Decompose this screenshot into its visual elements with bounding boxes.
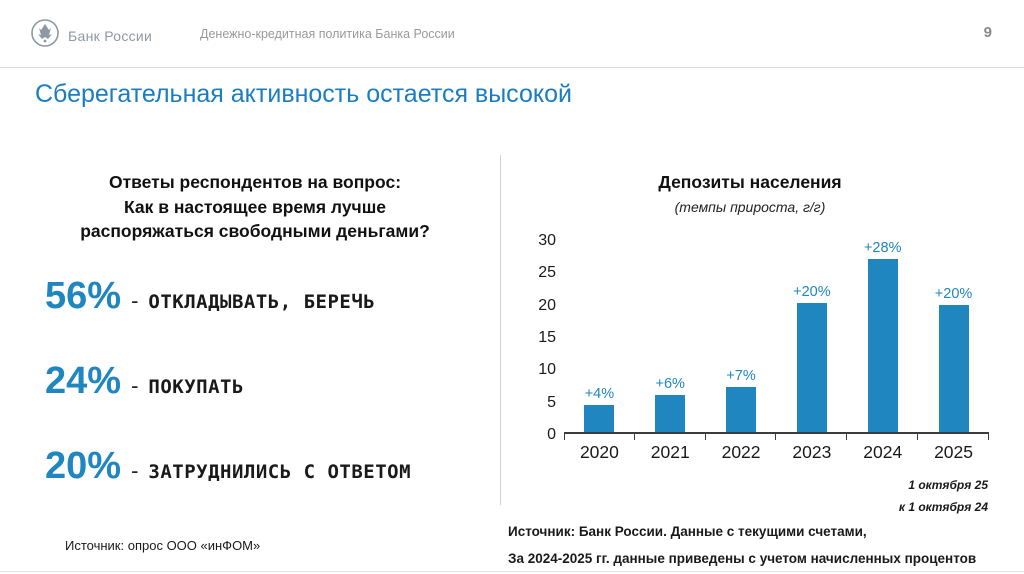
slide-title: Сберегательная активность остается высок…	[35, 80, 572, 108]
chart-subtitle: (темпы прироста, г/г)	[674, 199, 826, 215]
chart-note-1: 1 октября 25	[908, 478, 988, 492]
x-axis-label: 2025	[934, 442, 974, 462]
bar-group: +20%	[918, 240, 989, 440]
x-axis-label: 2024	[863, 442, 903, 462]
x-axis-label: 2022	[721, 442, 761, 462]
stat-row-buy: 24% - ПОКУПАТЬ	[45, 360, 411, 403]
y-tick-label: 0	[547, 426, 556, 443]
chart-note-2: к 1 октября 24	[898, 500, 988, 514]
page-number: 9	[983, 24, 992, 41]
bar	[584, 404, 615, 432]
stat-percent: 20%	[45, 445, 122, 487]
stat-dash: -	[131, 458, 139, 483]
stat-row-save: 56% - ОТКЛАДЫВАТЬ, БЕРЕЧЬ	[45, 275, 411, 318]
stat-label: ПОКУПАТЬ	[148, 376, 244, 398]
y-tick-label: 25	[538, 264, 556, 282]
chart-notes: 1 октября 25 к 1 октября 24	[510, 478, 988, 522]
column-divider	[500, 155, 501, 505]
stat-percent: 56%	[45, 275, 122, 317]
bar-value-label: +20%	[793, 283, 831, 300]
survey-question: Ответы респондентов на вопрос: Как в нас…	[80, 172, 430, 241]
bar	[938, 305, 969, 432]
chart-source-line-1: Источник: Банк России. Данные с текущими…	[508, 524, 867, 539]
bar-value-label: +7%	[726, 367, 756, 384]
chart-sources: Источник: Банк России. Данные с текущими…	[508, 524, 1008, 574]
stat-label: ЗАТРУДНИЛИСЬ С ОТВЕТОМ	[148, 461, 412, 483]
survey-source: Источник: опрос ООО «инФОМ»	[65, 538, 261, 553]
bar-group: +4%	[564, 240, 635, 440]
header: Банк России Денежно-кредитная политика Б…	[0, 0, 1024, 68]
bar-group: +28%	[847, 240, 918, 440]
bar-value-label: +4%	[584, 385, 615, 402]
y-tick-label: 30	[538, 232, 556, 249]
bar-group: +7%	[706, 240, 777, 440]
bar-value-label: +6%	[655, 375, 685, 392]
stat-dash: -	[131, 373, 139, 398]
chart-source-line-2: За 2024-2025 гг. данные приведены с учет…	[508, 551, 977, 566]
bar	[867, 259, 898, 432]
y-tick-label: 5	[547, 393, 556, 411]
stat-row-undecided: 20% - ЗАТРУДНИЛИСЬ С ОТВЕТОМ	[45, 445, 411, 488]
x-axis-label: 2021	[650, 442, 690, 462]
bar-group: +6%	[635, 240, 706, 440]
stat-label: ОТКЛАДЫВАТЬ, БЕРЕЧЬ	[148, 291, 376, 313]
bar-value-label: +20%	[934, 286, 973, 303]
chart-title: Депозиты населения	[658, 172, 842, 192]
bank-emblem-icon	[30, 18, 60, 53]
bar-group: +20%	[776, 240, 848, 440]
x-axis-labels: 2020 2021 2022 2023 2024 2025	[564, 442, 989, 463]
bar-value-label: +28%	[863, 240, 902, 256]
bottom-rule	[0, 571, 1024, 572]
y-tick-label: 20	[538, 296, 556, 314]
x-axis-label: 2020	[579, 442, 619, 462]
y-axis-labels: 0 5 10 15 20 25 30	[528, 232, 556, 443]
bank-logo: Банк России	[30, 18, 152, 53]
stat-dash: -	[131, 288, 139, 313]
plot-area: +4% +6% +7% +20% +28% +20%	[564, 240, 989, 440]
y-tick-label: 15	[538, 329, 556, 346]
bank-logo-label: Банк России	[68, 27, 153, 44]
stat-percent: 24%	[45, 360, 122, 402]
survey-stats: 56% - ОТКЛАДЫВАТЬ, БЕРЕЧЬ 24% - ПОКУПАТЬ…	[45, 275, 411, 530]
bar	[726, 386, 757, 432]
x-axis-label: 2023	[792, 442, 832, 462]
header-subtitle: Денежно-кредитная политика Банка России	[200, 27, 455, 41]
bar	[655, 394, 686, 432]
bar	[796, 302, 827, 432]
y-tick-label: 10	[538, 361, 556, 379]
